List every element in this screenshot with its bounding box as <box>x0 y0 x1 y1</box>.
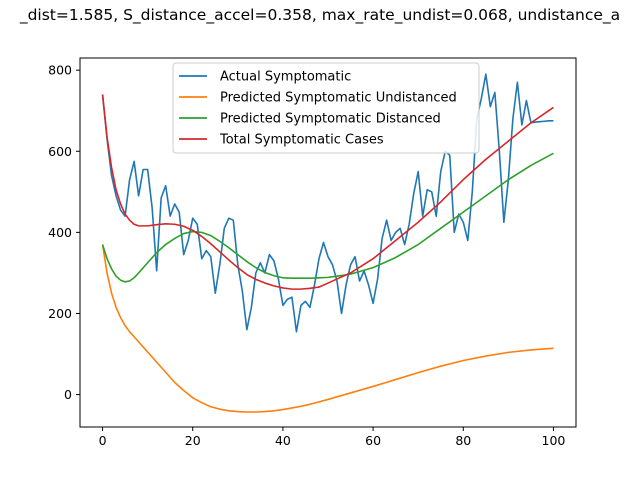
legend-box <box>172 62 480 154</box>
y-tick-label: 600 <box>48 144 72 159</box>
x-tick-label: 100 <box>542 433 566 448</box>
legend-entry-2: Predicted Symptomatic Distanced <box>220 112 441 127</box>
x-tick-label: 0 <box>99 433 107 448</box>
plot-area-frame <box>79 57 577 428</box>
series-line-3 <box>101 94 554 290</box>
x-tick-label: 80 <box>455 433 471 448</box>
chart-title: _dist=1.585, S_distance_accel=0.358, max… <box>19 6 621 24</box>
x-tick-label: 20 <box>185 433 201 448</box>
x-tick-label: 60 <box>365 433 381 448</box>
y-tick-label: 0 <box>64 387 72 402</box>
legend-entry-3: Total Symptomatic Cases <box>219 133 384 148</box>
legend: Actual Symptomatic Predicted Symptomatic … <box>172 62 480 154</box>
series-line-2 <box>101 152 554 283</box>
x-tick-label: 40 <box>275 433 291 448</box>
y-tick-label: 800 <box>48 63 72 78</box>
series-line-1 <box>101 244 554 413</box>
legend-entry-0: Actual Symptomatic <box>220 70 351 85</box>
legend-entry-1: Predicted Symptomatic Undistanced <box>220 91 457 106</box>
y-tick-label: 200 <box>48 306 72 321</box>
axis-ticks: 0 20 40 60 80 100 0 200 400 600 800 <box>48 63 565 448</box>
y-tick-label: 400 <box>48 225 72 240</box>
